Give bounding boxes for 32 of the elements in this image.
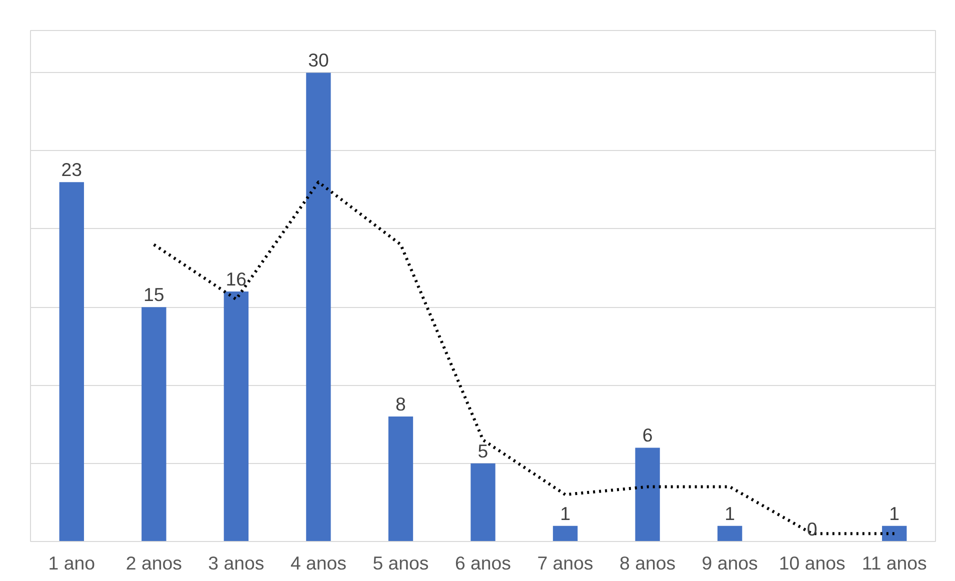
x-tick-label: 2 anos bbox=[126, 552, 182, 574]
data-label: 6 bbox=[642, 424, 653, 446]
x-tick-label: 6 anos bbox=[454, 552, 512, 574]
x-tick-label: 7 anos bbox=[537, 552, 594, 574]
bar bbox=[224, 291, 249, 542]
bar bbox=[470, 463, 496, 542]
data-label: 5 bbox=[478, 440, 488, 462]
x-tick-label: 8 anos bbox=[620, 552, 676, 574]
data-label: 23 bbox=[61, 159, 82, 180]
x-tick-label: 3 anos bbox=[208, 552, 264, 574]
data-label: 16 bbox=[226, 268, 247, 290]
bar bbox=[882, 526, 907, 542]
bar bbox=[635, 448, 660, 542]
data-label: 1 bbox=[724, 502, 736, 524]
data-label: 30 bbox=[308, 50, 329, 71]
x-tick-label: 4 anos bbox=[290, 552, 346, 574]
bar bbox=[717, 526, 742, 542]
x-tick-label: 1 ano bbox=[48, 552, 95, 574]
bar bbox=[552, 526, 578, 542]
x-tick-label: 9 anos bbox=[702, 552, 758, 574]
data-label: 15 bbox=[144, 284, 164, 306]
data-label: 1 bbox=[889, 502, 900, 524]
data-label: 1 bbox=[560, 502, 570, 524]
bar bbox=[142, 307, 166, 542]
data-label: 8 bbox=[396, 393, 406, 414]
x-tick-label: 10 anos bbox=[778, 552, 846, 574]
x-tick-label: 5 anos bbox=[372, 552, 429, 574]
bar bbox=[388, 416, 414, 542]
x-tick-label: 11 anos bbox=[862, 552, 927, 574]
bar bbox=[59, 182, 84, 542]
bar bbox=[306, 72, 331, 542]
data-label: 0 bbox=[806, 518, 818, 540]
